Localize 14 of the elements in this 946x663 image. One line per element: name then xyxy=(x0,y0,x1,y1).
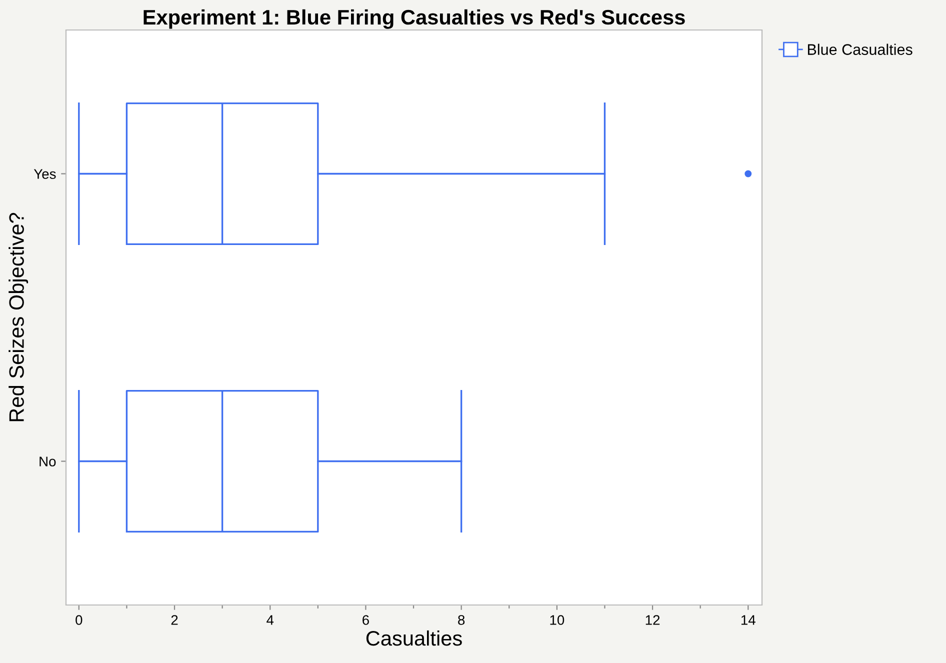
x-tick-label: 10 xyxy=(550,615,564,625)
x-tick-label: 6 xyxy=(362,615,369,625)
x-tick-label: 0 xyxy=(76,615,82,625)
x-tick-label: 8 xyxy=(458,615,465,625)
x-axis-title: Casualties xyxy=(366,630,462,646)
y-tick-label: No xyxy=(40,456,56,466)
x-tick-label: 2 xyxy=(171,615,178,625)
y-axis-title: Red Seizes Objective? xyxy=(8,212,28,422)
x-tick-label: 4 xyxy=(266,615,274,625)
y-tick-label: Yes xyxy=(34,169,56,179)
x-tick-label: 14 xyxy=(741,615,756,625)
x-tick-label: 12 xyxy=(646,615,660,625)
legend-label: Blue Casualties xyxy=(808,44,912,55)
chart-title: Experiment 1: Blue Firing Casualties vs Red's Success xyxy=(144,9,685,29)
